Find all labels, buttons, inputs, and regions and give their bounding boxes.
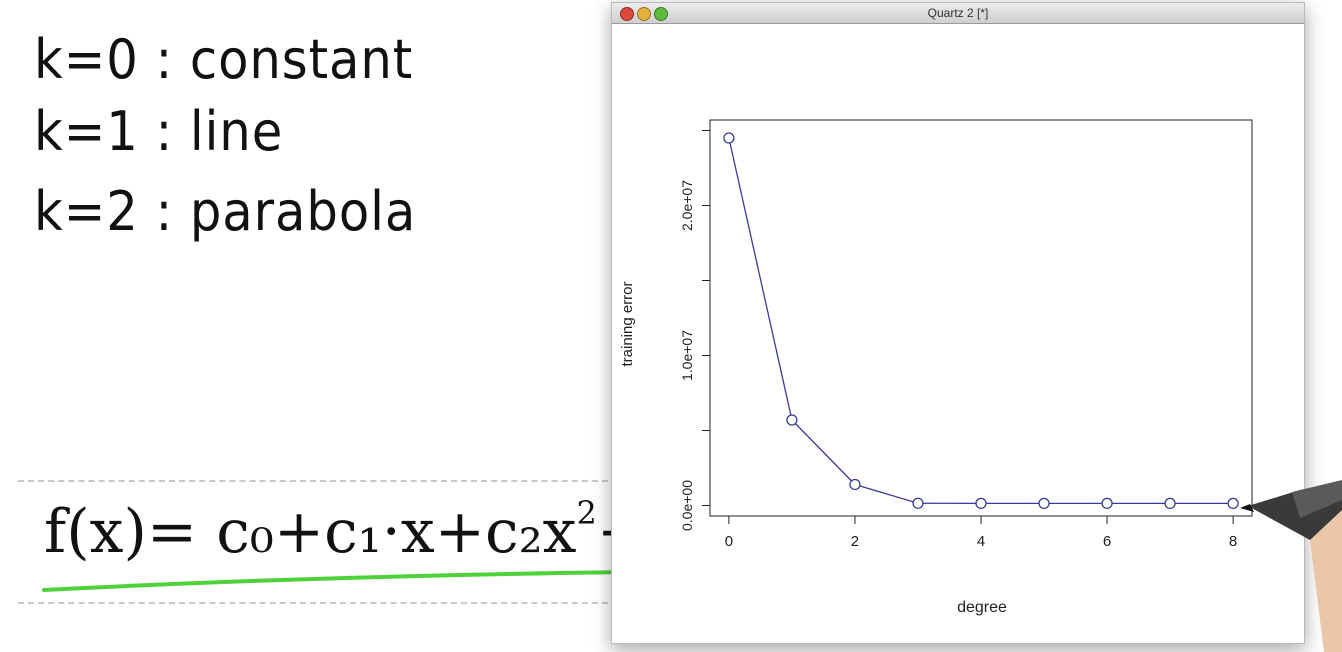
y-tick-label-2: 2.0e+07	[679, 180, 695, 231]
x-tick-label-6: 6	[1103, 533, 1111, 550]
series-segment-1	[791, 419, 856, 485]
data-point-6	[1101, 497, 1113, 510]
data-point-8	[1227, 497, 1239, 510]
data-point-2	[849, 478, 861, 491]
x-axis-label: degree	[957, 599, 1007, 616]
window-zoom-button[interactable]	[654, 7, 668, 21]
dashed-guide-top	[18, 480, 618, 482]
data-point-3	[912, 497, 924, 509]
window-minimize-button[interactable]	[637, 7, 651, 21]
stylus-pen	[1240, 480, 1342, 652]
y-tick-label-1: 1.0e+07	[679, 330, 695, 381]
x-tick-label-4: 4	[977, 533, 985, 550]
data-point-1	[786, 414, 798, 426]
x-tick-label-8: 8	[1229, 533, 1237, 550]
series-segment-2	[854, 483, 919, 504]
dashed-guide-bottom	[18, 602, 618, 604]
window-title: Quartz 2 [*]	[927, 6, 989, 20]
data-point-5	[1038, 497, 1050, 510]
data-point-0	[723, 132, 735, 144]
training-error-plot: 0 2 4 6 8 0.0e+00 1.0e+07 2.0e+07 degree traini…	[619, 119, 1253, 616]
y-tick-label-0: 0.0e+00	[679, 480, 695, 531]
note-k2-parabola: k=2 : parabola	[34, 180, 417, 243]
data-point-7	[1164, 497, 1176, 510]
plot-frame	[709, 119, 1253, 517]
formula-exponent: 2	[576, 494, 597, 532]
formula-main: f(x)= c₀+c₁·x+c₂x	[44, 497, 577, 567]
series-segment-0	[728, 137, 793, 421]
window-close-button[interactable]	[620, 7, 634, 21]
data-point-4	[975, 497, 987, 510]
note-k0-constant: k=0 : constant	[34, 28, 414, 91]
quartz-plot-window[interactable]: Quartz 2 [*] 0 2 4 6 8 0.0e+00 1.0e+07 2.0e+07 …	[611, 2, 1305, 644]
x-tick-label-0: 0	[725, 533, 733, 550]
green-underline	[42, 570, 628, 592]
window-titlebar[interactable]: Quartz 2 [*]	[612, 3, 1304, 24]
x-tick-label-2: 2	[851, 533, 859, 550]
note-k1-line: k=1 : line	[34, 100, 284, 163]
y-axis-label: training error	[619, 281, 636, 366]
